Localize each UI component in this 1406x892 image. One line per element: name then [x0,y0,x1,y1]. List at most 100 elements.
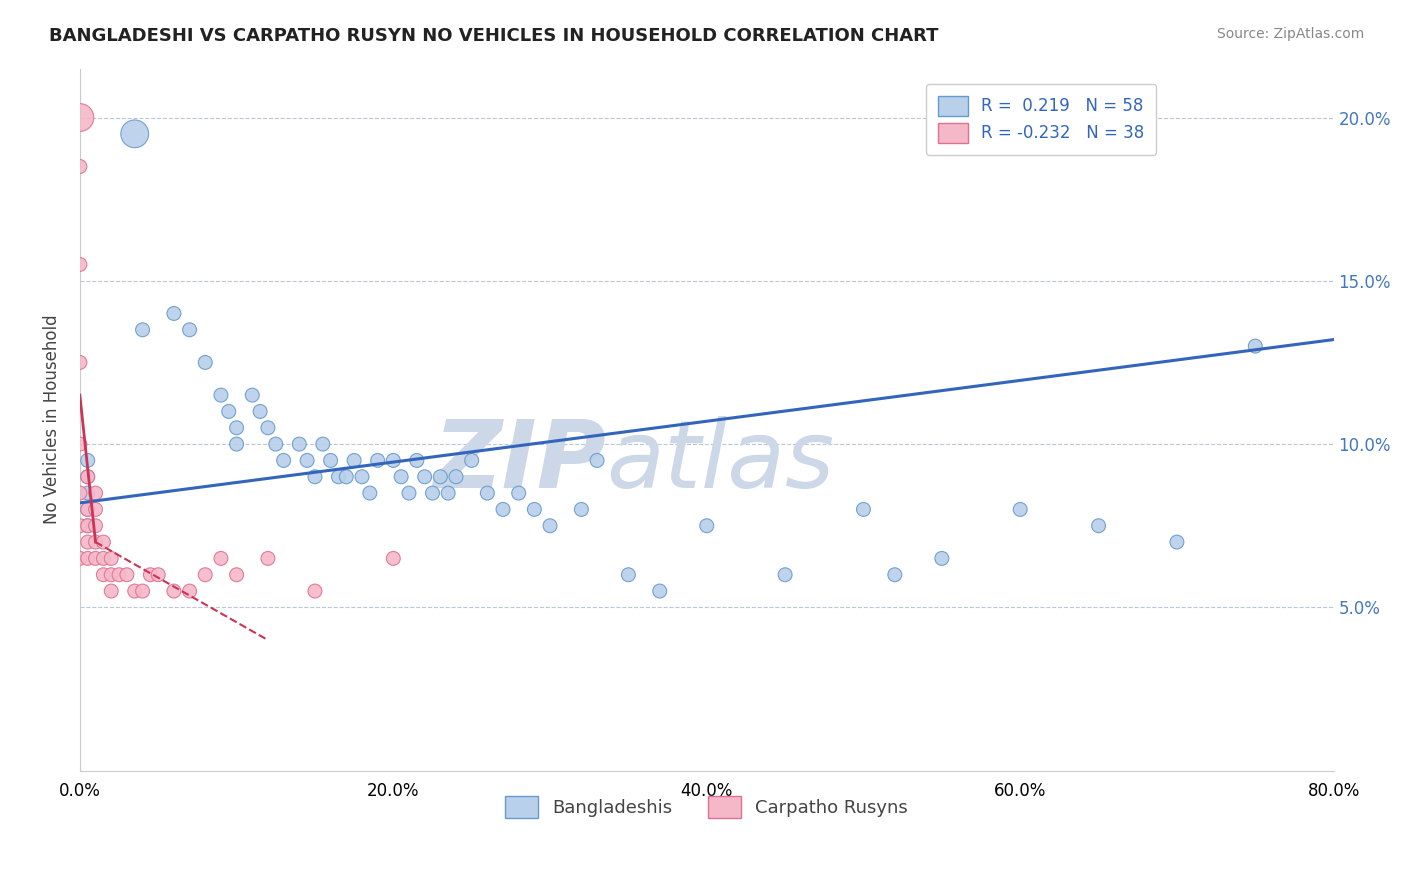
Point [225,567,247,582]
Point [139,567,162,582]
Point [617,567,640,582]
Point [76,535,98,549]
Point [100,584,122,599]
Point [367,453,389,467]
Point [76,469,98,483]
Point [413,469,436,483]
Point [100,567,122,582]
Y-axis label: No Vehicles in Household: No Vehicles in Household [44,315,60,524]
Point [460,453,482,467]
Point [389,469,412,483]
Point [76,518,98,533]
Point [586,453,609,467]
Point [93,567,115,582]
Point [124,584,146,599]
Point [343,453,366,467]
Point [523,502,546,516]
Point [295,453,318,467]
Point [429,469,451,483]
Point [382,551,405,566]
Point [359,486,381,500]
Point [163,584,186,599]
Point [538,518,561,533]
Point [569,502,592,516]
Point [304,469,326,483]
Point [179,584,201,599]
Text: ZIP: ZIP [433,416,606,508]
Text: Source: ZipAtlas.com: Source: ZipAtlas.com [1216,27,1364,41]
Point [93,551,115,566]
Point [405,453,427,467]
Point [240,388,263,402]
Point [76,486,98,500]
Point [257,551,280,566]
Point [273,453,295,467]
Point [84,551,107,566]
Point [773,567,796,582]
Point [328,469,350,483]
Point [69,551,91,566]
Point [209,551,232,566]
Point [115,567,138,582]
Point [69,111,91,125]
Text: BANGLADESHI VS CARPATHO RUSYN NO VEHICLES IN HOUSEHOLD CORRELATION CHART: BANGLADESHI VS CARPATHO RUSYN NO VEHICLE… [49,27,939,45]
Point [84,535,107,549]
Point [335,469,357,483]
Point [76,551,98,566]
Point [648,584,671,599]
Point [131,323,153,337]
Point [492,502,515,516]
Point [194,355,217,369]
Point [422,486,444,500]
Point [257,421,280,435]
Point [69,518,91,533]
Point [148,567,170,582]
Point [69,257,91,271]
Point [398,486,420,500]
Point [84,518,107,533]
Point [288,437,311,451]
Point [209,388,232,402]
Text: atlas: atlas [606,417,835,508]
Point [1166,535,1188,549]
Point [76,469,98,483]
Point [264,437,287,451]
Point [218,404,240,418]
Point [93,535,115,549]
Point [1244,339,1267,353]
Point [194,567,217,582]
Point [477,486,499,500]
Point [163,306,186,320]
Point [350,469,373,483]
Point [69,355,91,369]
Point [444,469,467,483]
Point [225,421,247,435]
Point [76,502,98,516]
Point [852,502,875,516]
Point [84,502,107,516]
Point [108,567,131,582]
Point [84,486,107,500]
Point [69,437,91,451]
Point [883,567,905,582]
Point [69,160,91,174]
Point [76,502,98,516]
Point [131,584,153,599]
Point [382,453,405,467]
Point [304,584,326,599]
Point [437,486,460,500]
Point [76,453,98,467]
Point [312,437,335,451]
Legend: Bangladeshis, Carpatho Rusyns: Bangladeshis, Carpatho Rusyns [498,789,915,825]
Point [100,551,122,566]
Point [696,518,718,533]
Point [69,486,91,500]
Point [76,518,98,533]
Point [319,453,342,467]
Point [1010,502,1032,516]
Point [508,486,530,500]
Point [931,551,953,566]
Point [124,127,146,141]
Point [249,404,271,418]
Point [179,323,201,337]
